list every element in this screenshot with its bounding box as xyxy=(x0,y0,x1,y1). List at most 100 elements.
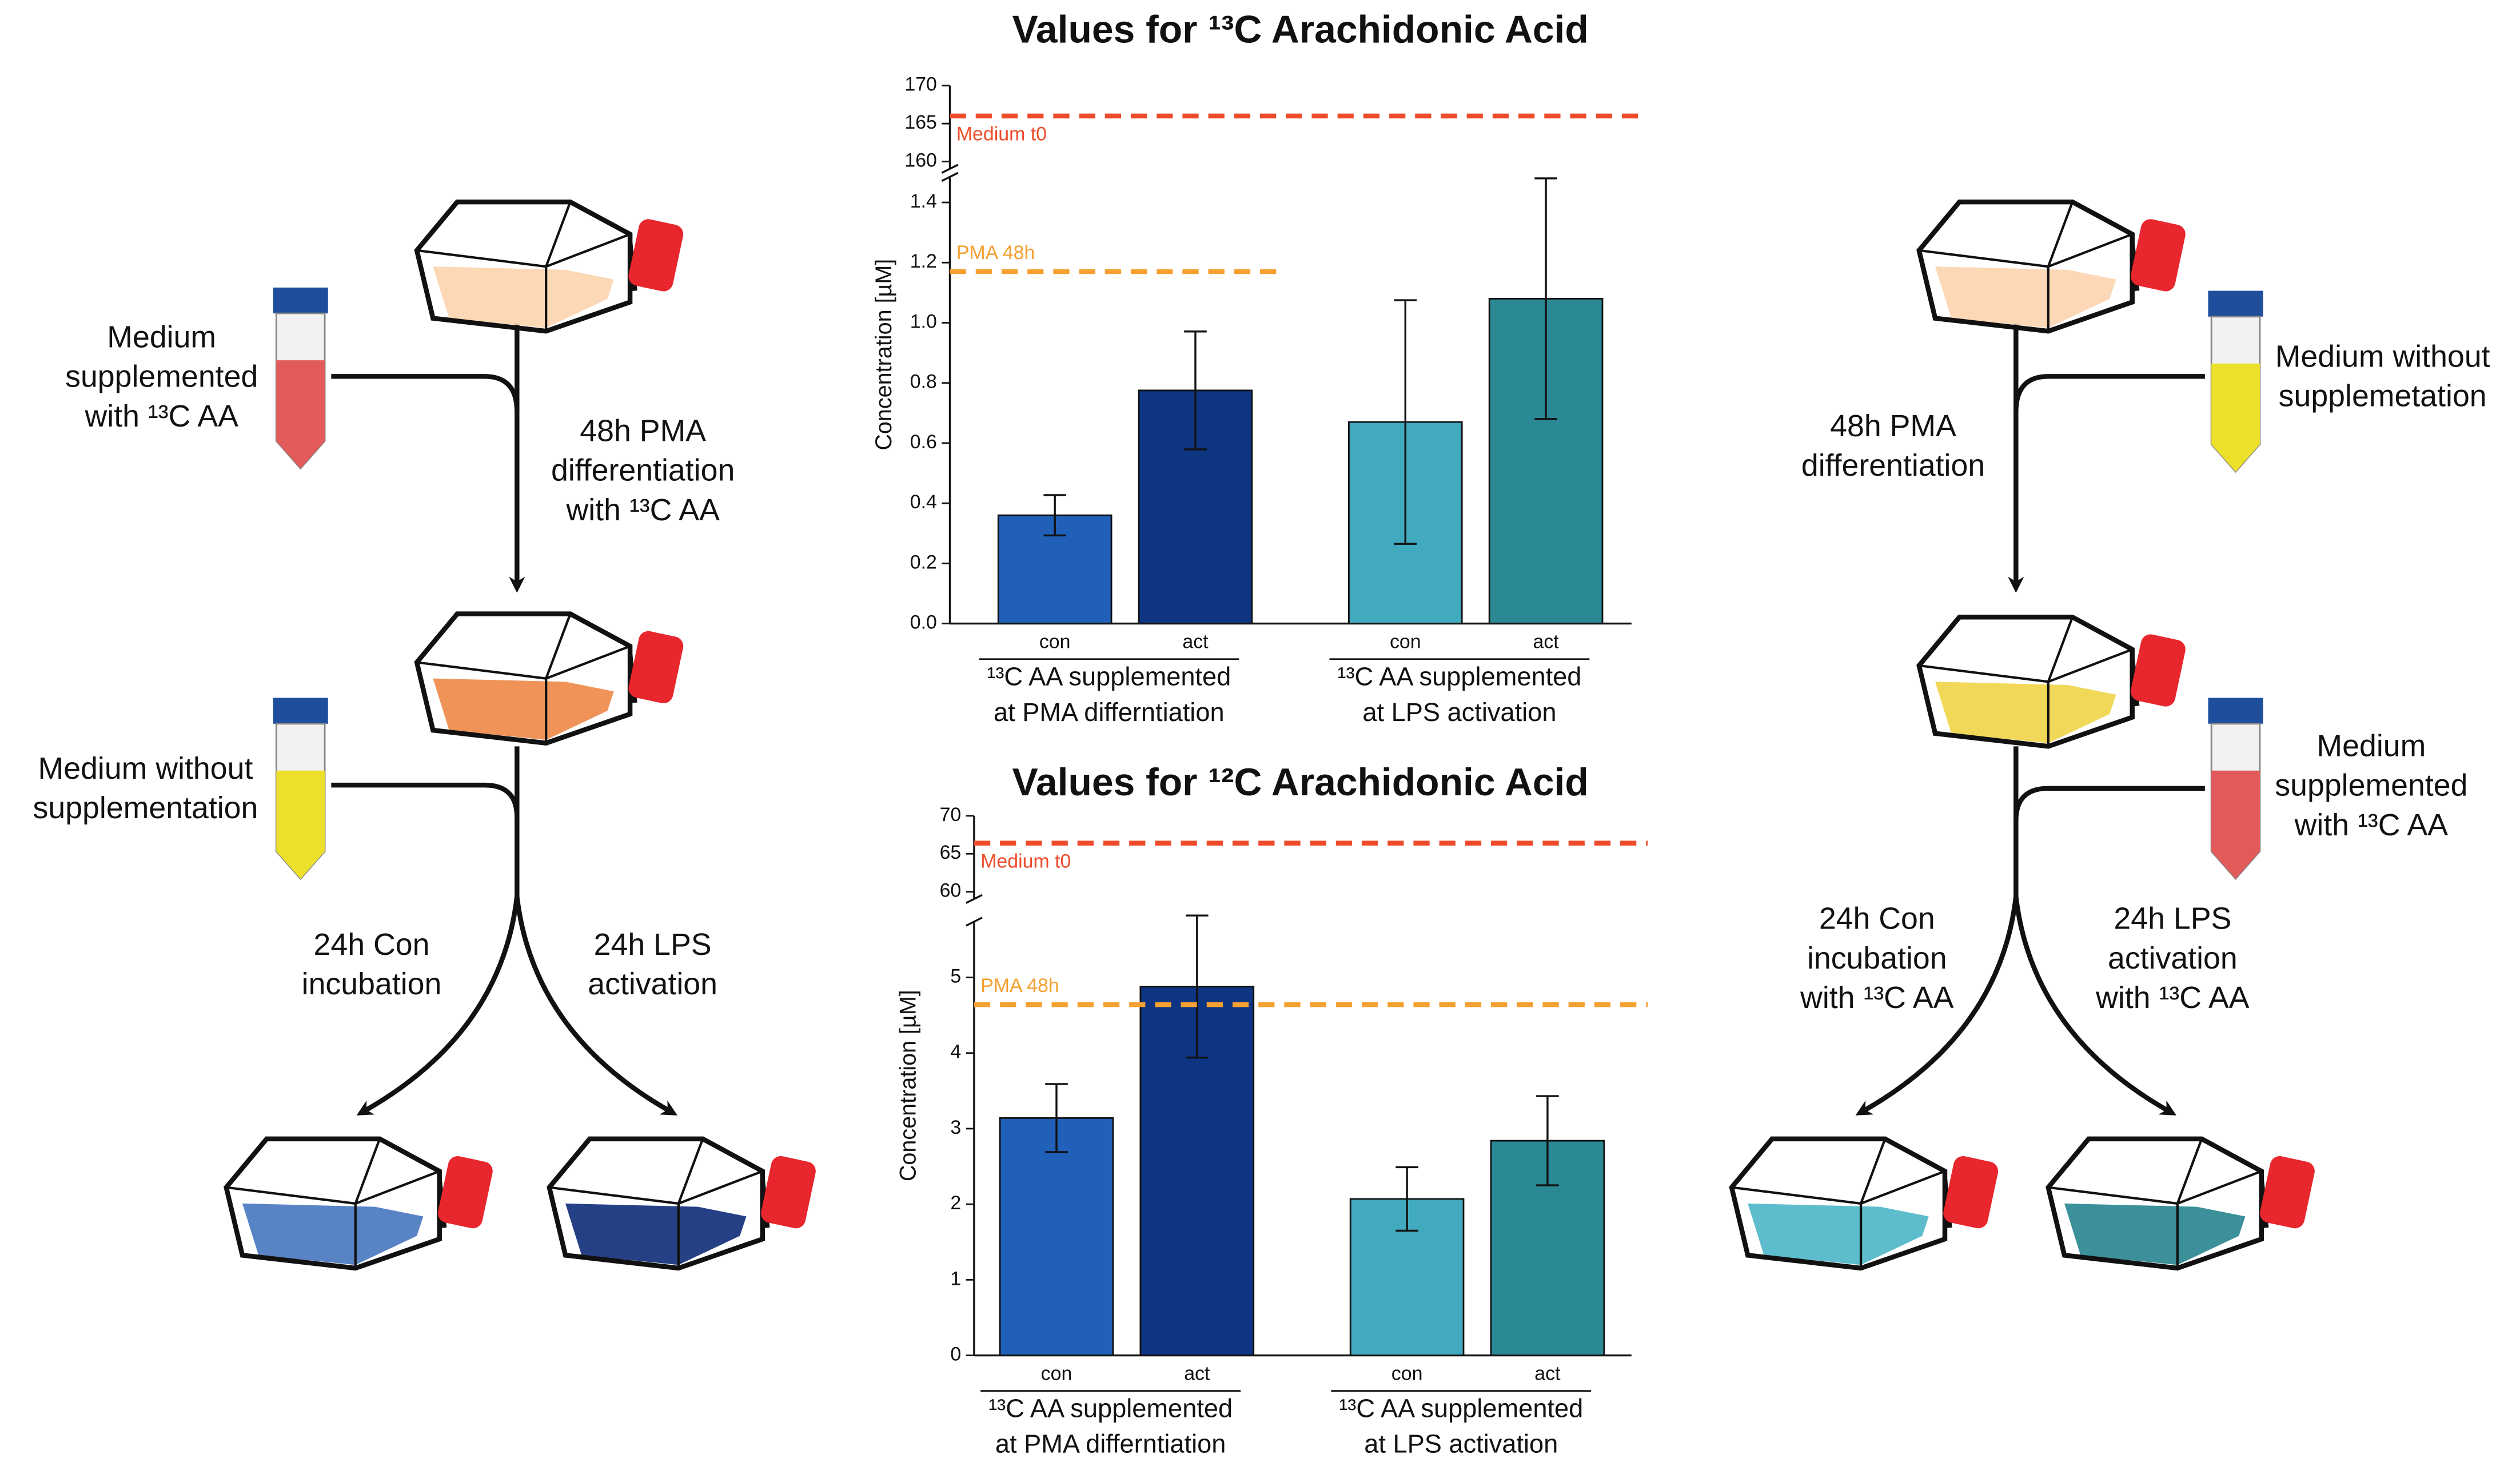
y-tick-label: 0.6 xyxy=(910,431,937,453)
y-tick-label: 0.0 xyxy=(910,612,937,634)
error-bar xyxy=(1043,494,1066,537)
tube-liquid xyxy=(276,770,325,879)
x-tick-label: act xyxy=(1534,1363,1561,1384)
arrow xyxy=(1855,896,2019,1116)
x-tick-label: act xyxy=(1184,1363,1210,1384)
flask-cap xyxy=(628,631,684,704)
error-bar xyxy=(1395,1166,1418,1232)
y-tick-label: 4 xyxy=(950,1041,961,1063)
y-tick-label: 70 xyxy=(940,804,962,826)
x-tick-label: act xyxy=(1533,631,1559,652)
y-tick-label: 1.4 xyxy=(910,190,937,212)
reference-label: Medium t0 xyxy=(956,124,1047,145)
x-tick-label: con xyxy=(1039,631,1071,652)
flask-edge xyxy=(1731,1170,1945,1205)
x-tick-label: con xyxy=(1041,1363,1072,1384)
flask-cap xyxy=(628,219,684,292)
y-tick-label: 165 xyxy=(904,111,937,133)
reference-label: PMA 48h xyxy=(956,242,1035,264)
flask xyxy=(1916,199,2186,334)
group-label: at LPS activation xyxy=(1364,1429,1558,1459)
tube-liquid xyxy=(2211,363,2260,472)
flask-liquid xyxy=(433,266,614,328)
x-tick-label: con xyxy=(1391,1363,1423,1384)
group-label: at LPS activation xyxy=(1362,698,1556,727)
tube-cap xyxy=(273,287,328,314)
diagram-label: 24h Con xyxy=(314,927,430,962)
diagram-label: 24h Con xyxy=(1819,902,1935,936)
group-label: at PMA differntiation xyxy=(995,1429,1226,1459)
diagram-label: supplemetation xyxy=(2279,379,2487,413)
flask-cap xyxy=(2131,219,2186,292)
flask xyxy=(224,1136,493,1271)
flask-edge xyxy=(545,201,572,267)
flask xyxy=(1916,615,2186,749)
arrows xyxy=(331,323,2205,1116)
flask-edge xyxy=(677,1138,704,1204)
tube xyxy=(2208,698,2263,881)
flask-edge xyxy=(545,613,572,679)
join xyxy=(331,782,520,818)
join xyxy=(2013,374,2205,412)
diagram-label: supplementation xyxy=(33,791,258,825)
error-bar xyxy=(1184,330,1207,451)
diagram-label: activation xyxy=(2108,941,2238,975)
flask-edge xyxy=(2047,616,2074,683)
diagram-label: 48h PMA xyxy=(580,413,706,448)
flask-liquid xyxy=(565,1203,747,1265)
diagram-label: supplemented xyxy=(2275,768,2467,803)
flask-edge xyxy=(2048,1170,2262,1205)
flask-cap xyxy=(1943,1156,1999,1229)
flask-liquid xyxy=(1935,266,2116,328)
flask xyxy=(414,611,684,746)
group-label: ¹³C AA supplemented xyxy=(1339,1394,1583,1423)
flask-edge xyxy=(416,233,631,268)
flask-cap xyxy=(761,1156,816,1229)
group-label: ¹³C AA supplemented xyxy=(987,662,1231,691)
bar xyxy=(999,1117,1114,1356)
chart-title: Values for ¹³C Arachidonic Acid xyxy=(1012,8,1588,51)
flask xyxy=(547,1136,816,1271)
tube-cap xyxy=(2208,290,2263,317)
y-axis-label: Concentration [µM] xyxy=(871,259,896,451)
diagram-label: differentiation xyxy=(551,453,735,488)
error-bar xyxy=(1394,299,1417,545)
diagram-label: Medium xyxy=(107,320,216,354)
error-bar xyxy=(1536,1095,1559,1186)
diagram-label: Medium xyxy=(2316,728,2426,763)
diagram-label: incubation xyxy=(1807,941,1947,975)
diagram-label: with ¹³C AA xyxy=(1800,981,1954,1015)
reference-label: PMA 48h xyxy=(980,975,1059,997)
diagram-label: differentiation xyxy=(1801,448,1985,483)
tube xyxy=(273,287,328,470)
y-tick-label: 1 xyxy=(950,1268,961,1289)
axis-break xyxy=(941,172,959,182)
flask-liquid xyxy=(1748,1203,1929,1265)
join xyxy=(2013,786,2205,821)
flask-edge xyxy=(354,1138,381,1204)
arrow xyxy=(356,896,520,1116)
flask-liquid xyxy=(1935,682,2116,743)
diagram-label: Medium without xyxy=(38,751,253,786)
axis-break xyxy=(966,917,983,927)
flask-edge xyxy=(226,1170,440,1205)
flask-edge xyxy=(1919,648,2133,683)
error-bar xyxy=(1534,177,1557,420)
flask-cap xyxy=(438,1156,493,1229)
flask-edge xyxy=(549,1170,763,1205)
flask-edge xyxy=(2176,1138,2203,1204)
y-tick-label: 60 xyxy=(940,880,962,902)
error-bar xyxy=(1045,1083,1068,1153)
y-tick-label: 5 xyxy=(950,966,961,987)
diagram-label: with ¹³C AA xyxy=(2095,981,2250,1015)
diagram-label: with ¹³C AA xyxy=(85,399,239,433)
y-tick-label: 1.2 xyxy=(910,250,937,272)
flask xyxy=(414,199,684,334)
error-bar xyxy=(1186,914,1209,1059)
tube xyxy=(273,698,328,881)
flask-edge xyxy=(1860,1138,1887,1204)
flask-cap xyxy=(2131,634,2186,707)
chart-title: Values for ¹²C Arachidonic Acid xyxy=(1012,761,1588,804)
